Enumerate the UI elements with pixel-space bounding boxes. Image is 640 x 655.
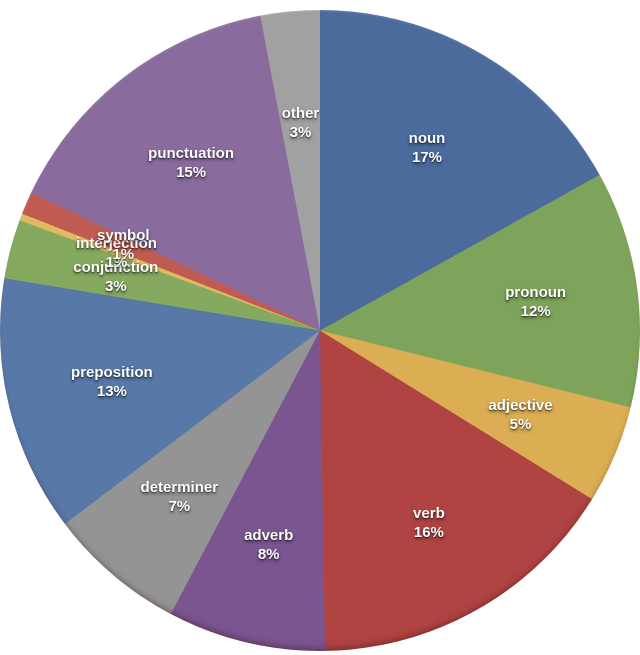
pie	[0, 10, 640, 651]
